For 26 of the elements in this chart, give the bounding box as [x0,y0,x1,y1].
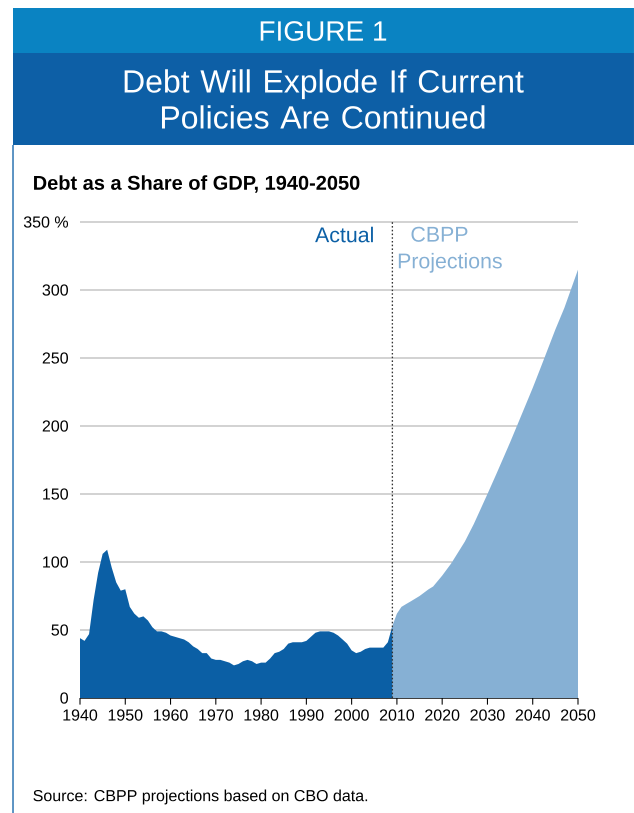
y-tick-label: 0 [60,692,68,704]
caption: FIGURE 1 [260,21,386,41]
x-tick-label: 2030 [470,709,505,721]
x-tick-label: 1990 [290,709,324,721]
y-tick-label: 350 % [24,216,68,228]
x-tick-label: 1940 [63,709,98,721]
chart-subtitle: Debt as a Share of GDP, 1940-2050 [34,175,360,193]
text: Actual [315,226,373,242]
chart-title: Debt Will Explode If Current Policies Are Continued [124,69,524,129]
x-tick-label: 1980 [244,709,278,721]
y-tick-label: 150 [43,488,68,500]
x-tick-label: 2000 [334,709,369,721]
x-tick-label: 2010 [380,709,414,721]
y-tick-label: 300 [42,284,68,296]
x-tick-label: 1960 [154,709,188,721]
y-tick-label: 100 [43,556,68,568]
x-tick-label: 2040 [516,709,550,721]
y-tick-label: 200 [42,420,68,432]
y-tick-label: 250 [42,352,68,364]
x-tick-label: 2050 [560,709,596,721]
x-tick-label: 1950 [108,709,142,721]
y-tick-label: 50 [51,624,68,636]
x-tick-label: 2020 [425,709,460,721]
source-note: Source: CBPP projections based on CBO data. [33,790,368,804]
text: CBPP Projections [398,226,502,273]
x-tick-label: 1970 [199,709,233,721]
